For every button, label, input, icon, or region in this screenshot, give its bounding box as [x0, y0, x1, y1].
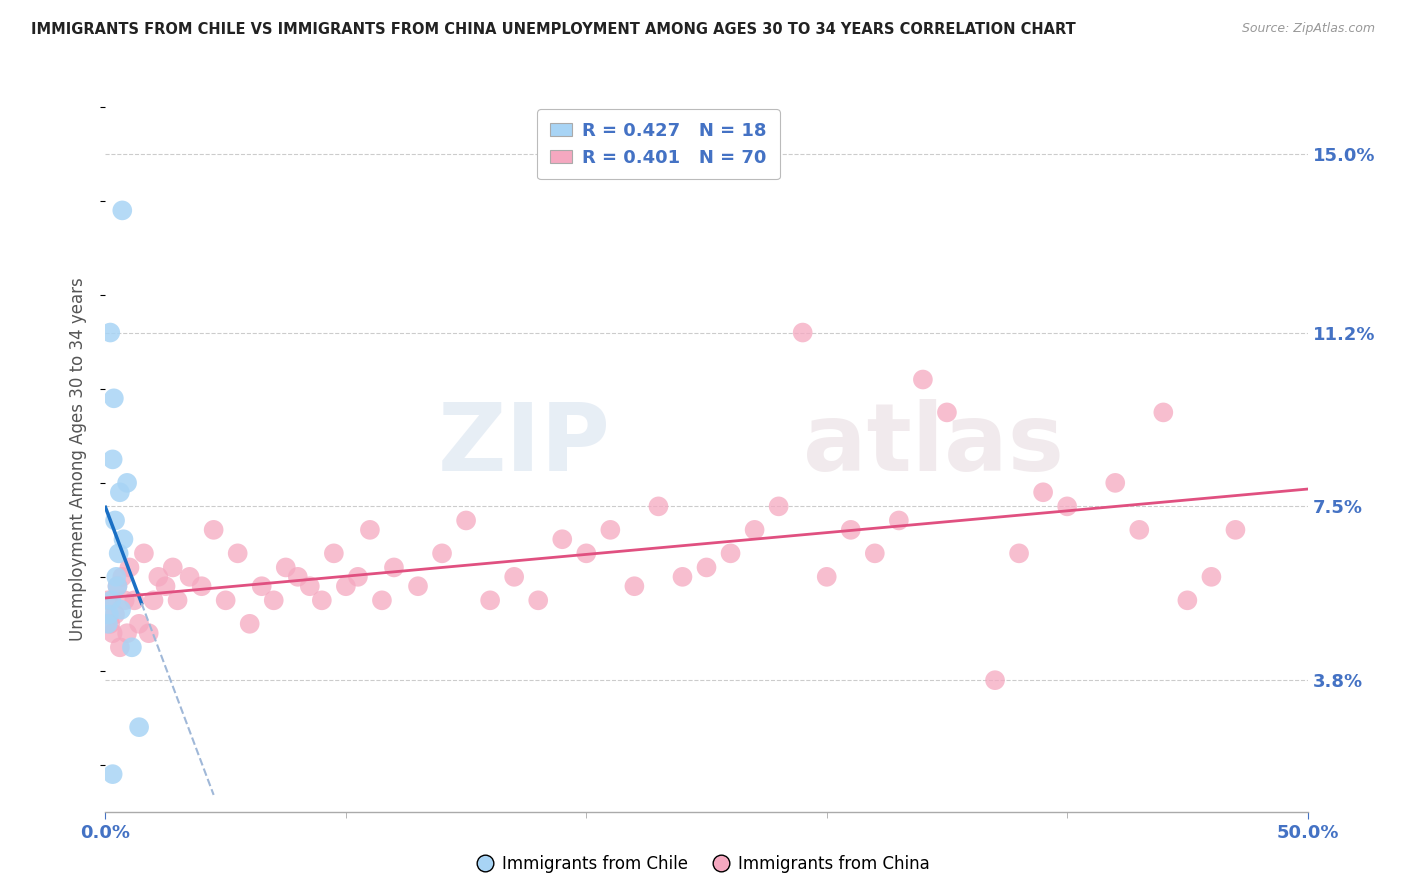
Point: [911, 372, 934, 386]
Text: Source: ZipAtlas.com: Source: ZipAtlas.com: [1241, 22, 1375, 36]
Point: [335, 579, 357, 593]
Point: [768, 500, 790, 514]
Point: [111, 203, 134, 218]
Point: [202, 523, 225, 537]
Point: [311, 593, 333, 607]
Point: [107, 546, 129, 560]
Legend: R = 0.427   N = 18, R = 0.401   N = 70: R = 0.427 N = 18, R = 0.401 N = 70: [537, 109, 779, 179]
Point: [250, 579, 273, 593]
Point: [599, 523, 621, 537]
Point: [347, 570, 370, 584]
Point: [1032, 485, 1054, 500]
Point: [166, 593, 188, 607]
Point: [936, 405, 959, 419]
Point: [1104, 475, 1126, 490]
Point: [239, 616, 262, 631]
Point: [121, 640, 143, 655]
Point: [575, 546, 598, 560]
Point: [112, 533, 135, 547]
Point: [1225, 523, 1247, 537]
Point: [984, 673, 1007, 688]
Point: [124, 593, 146, 607]
Point: [371, 593, 394, 607]
Point: [1201, 570, 1223, 584]
Point: [503, 570, 526, 584]
Point: [744, 523, 766, 537]
Point: [108, 485, 131, 500]
Point: [647, 500, 669, 514]
Point: [98, 326, 121, 340]
Text: IMMIGRANTS FROM CHILE VS IMMIGRANTS FROM CHINA UNEMPLOYMENT AMONG AGES 30 TO 34 : IMMIGRANTS FROM CHILE VS IMMIGRANTS FROM…: [31, 22, 1076, 37]
Point: [274, 560, 297, 574]
Point: [97, 593, 120, 607]
Point: [107, 579, 129, 593]
Point: [863, 546, 886, 560]
Point: [103, 392, 125, 406]
Point: [98, 607, 121, 622]
Point: [792, 326, 814, 340]
Text: atlas: atlas: [803, 400, 1064, 491]
Point: [839, 523, 862, 537]
Point: [226, 546, 249, 560]
Point: [190, 579, 212, 593]
Point: [128, 616, 150, 631]
Point: [179, 570, 201, 584]
Point: [132, 546, 155, 560]
Point: [322, 546, 344, 560]
Point: [105, 570, 128, 584]
Point: [101, 626, 124, 640]
Point: [1152, 405, 1174, 419]
Point: [382, 560, 405, 574]
Point: [101, 767, 124, 781]
Point: [671, 570, 693, 584]
Point: [1128, 523, 1150, 537]
Point: [110, 603, 132, 617]
Point: [138, 626, 160, 640]
Point: [104, 607, 127, 622]
Legend: Immigrants from Chile, Immigrants from China: Immigrants from Chile, Immigrants from C…: [470, 848, 936, 880]
Point: [98, 616, 121, 631]
Point: [1008, 546, 1031, 560]
Point: [430, 546, 453, 560]
Point: [118, 560, 141, 574]
Point: [97, 616, 120, 631]
Point: [148, 570, 170, 584]
Point: [263, 593, 285, 607]
Point: [454, 513, 477, 527]
Point: [100, 593, 122, 607]
Point: [1056, 500, 1078, 514]
Point: [287, 570, 309, 584]
Point: [142, 593, 165, 607]
Point: [696, 560, 718, 574]
Point: [214, 593, 236, 607]
Point: [298, 579, 321, 593]
Point: [111, 570, 134, 584]
Point: [1175, 593, 1198, 607]
Y-axis label: Unemployment Among Ages 30 to 34 years: Unemployment Among Ages 30 to 34 years: [69, 277, 87, 641]
Point: [359, 523, 381, 537]
Point: [551, 533, 574, 547]
Point: [115, 626, 138, 640]
Point: [162, 560, 184, 574]
Point: [115, 475, 138, 490]
Point: [479, 593, 502, 607]
Point: [155, 579, 177, 593]
Point: [623, 579, 645, 593]
Point: [101, 452, 124, 467]
Point: [108, 640, 131, 655]
Point: [527, 593, 550, 607]
Point: [128, 720, 150, 734]
Point: [887, 513, 910, 527]
Point: [406, 579, 429, 593]
Point: [104, 513, 127, 527]
Point: [815, 570, 838, 584]
Point: [114, 593, 136, 607]
Text: ZIP: ZIP: [437, 400, 610, 491]
Point: [107, 579, 129, 593]
Point: [720, 546, 742, 560]
